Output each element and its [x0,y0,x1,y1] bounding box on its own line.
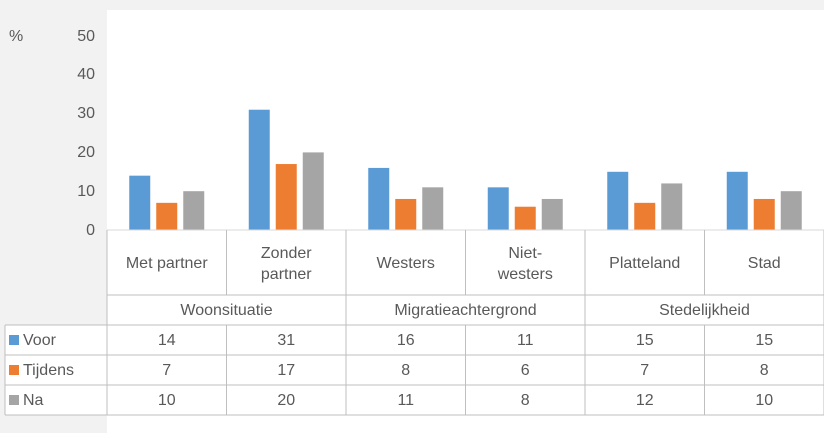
legend-key [9,365,19,375]
table-value: 8 [520,391,530,409]
x-tick-label: Zonder partner [260,244,312,283]
y-axis-label: % [9,27,24,45]
x-tick-label: Niet-westers [497,244,553,283]
bar [129,175,151,230]
table-value: 7 [640,361,650,379]
x-tick-label: Westers [376,255,435,272]
bar [780,191,802,230]
y-tick-label: 20 [77,143,95,161]
table-value: 15 [755,331,774,349]
table-value: 17 [277,361,296,379]
table-value: 10 [157,391,176,409]
table-value: 8 [401,361,411,379]
table-value: 8 [759,361,769,379]
bar [156,202,178,230]
bar [368,167,390,230]
table-value: 31 [277,331,296,349]
bar [183,191,205,230]
table-value: 16 [396,331,415,349]
table-background [5,325,107,415]
bar [395,198,417,230]
x-tick-label: Platteland [609,255,681,272]
bar [634,202,656,230]
table-value: 12 [635,391,654,409]
table-value: 20 [277,391,296,409]
legend-entry: Tijdens [23,361,74,379]
legend-key [9,335,19,345]
bar [661,183,683,230]
y-tick-label: 50 [77,27,95,45]
category-group-label: Stedelijkheid [659,301,750,319]
y-tick-label: 30 [77,105,95,123]
bar [541,198,563,230]
bar [607,171,629,230]
legend-key [9,395,19,405]
y-tick-label: 40 [77,66,95,84]
bar [487,187,509,230]
bar [753,198,775,230]
table-value: 15 [635,331,654,349]
bar [302,152,324,230]
bar [726,171,748,230]
table-value: 11 [397,391,415,409]
bar [275,164,297,230]
table-value: 11 [516,331,534,349]
legend-entry: Na [23,391,44,409]
category-group-label: Migratieachtergrond [394,301,537,319]
table-value: 10 [755,391,774,409]
y-tick-label: 10 [77,182,95,200]
table-value: 6 [520,361,530,379]
bar [514,206,536,230]
y-tick-label: 0 [86,221,95,239]
table-value: 14 [157,331,176,349]
category-group-label: Woonsituatie [180,301,273,319]
legend-entry: Voor [23,331,56,349]
bar [422,187,444,230]
x-tick-label: Met partner [125,255,208,272]
bar [248,109,270,230]
x-tick-label: Stad [747,255,781,272]
table-value: 7 [162,361,172,379]
